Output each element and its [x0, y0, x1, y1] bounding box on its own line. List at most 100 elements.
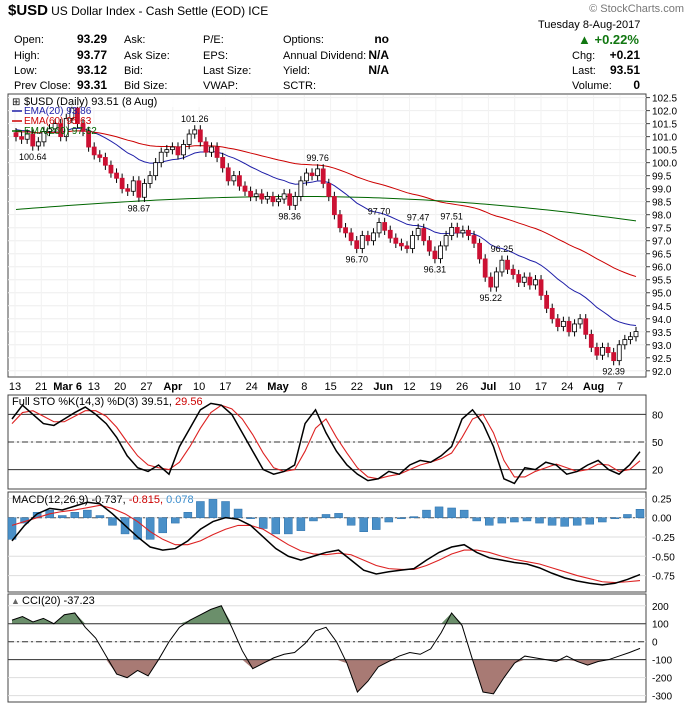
y-tick-label: 96.0 [652, 263, 672, 274]
cci-y-axis: -300 -200 -100 0 100 200 [652, 602, 672, 703]
field-label: Annual Dividend: [283, 50, 367, 62]
candle [466, 229, 471, 236]
candle [399, 242, 404, 247]
candle [320, 168, 326, 184]
candle [376, 222, 382, 234]
field-label: Open: [14, 34, 44, 46]
candle [237, 175, 242, 187]
candle [572, 323, 577, 333]
x-tick-label: 17 [535, 381, 547, 393]
candle [560, 320, 566, 327]
x-tick-label: 10 [509, 381, 521, 393]
field-value: 93.12 [76, 63, 107, 77]
candle [583, 318, 589, 335]
y-tick-label: 101.0 [652, 133, 677, 144]
candle [259, 193, 265, 200]
candle [460, 229, 466, 234]
field-label: Chg: [572, 50, 596, 62]
candle [410, 235, 415, 249]
up-arrow-icon: ▲ [578, 32, 591, 47]
candle [287, 193, 293, 206]
x-tick-label: 22 [351, 381, 363, 393]
x-tick-label: Jun [373, 381, 393, 393]
macd-hist-bar [384, 517, 394, 523]
macd-hist-bar [434, 506, 444, 518]
macd-hist-bar [70, 512, 80, 518]
candle [510, 268, 516, 275]
x-tick-label: 24 [246, 381, 258, 393]
macd-hist-bar [346, 517, 356, 526]
cci-icon: ▲ [11, 596, 20, 606]
candle [270, 196, 276, 203]
macd-hist-bar [321, 514, 331, 518]
y-tick-label: 98.0 [652, 211, 672, 222]
macd-hist-bar [221, 501, 230, 518]
field-value: 93.77 [76, 48, 107, 62]
y-tick-label: 94.0 [652, 315, 672, 326]
candle [616, 344, 622, 362]
macd-signal-line [11, 504, 641, 584]
x-tick-label: 27 [140, 381, 152, 393]
candle [220, 157, 226, 169]
candle [337, 214, 343, 229]
macd-hist-bar [610, 517, 620, 520]
y-tick-label: 95.5 [652, 276, 672, 287]
x-tick-label: 19 [430, 381, 442, 393]
macd-hist-bar [522, 517, 532, 522]
macd-hist-bar [560, 517, 569, 527]
y-tick-label: 100 [652, 620, 669, 631]
candle [108, 164, 114, 174]
candle [19, 136, 24, 140]
price-annotation: 96.70 [345, 255, 368, 265]
candle [304, 172, 309, 182]
y-tick-label: 100.5 [652, 146, 677, 157]
macd-hist-bar [296, 517, 306, 531]
symbol-title: $USD US Dollar Index - Cash Settle (EOD)… [8, 2, 268, 19]
field-label: High: [14, 50, 40, 62]
candle [181, 144, 186, 156]
candle [611, 352, 617, 362]
field-label: Yield: [283, 65, 311, 77]
candle [438, 245, 443, 260]
ema260-line [15, 195, 637, 222]
y-tick-label: 100.0 [652, 159, 677, 170]
sto-d-value: 29.56 [175, 396, 203, 408]
candle [566, 320, 572, 333]
field-label: Options: [283, 34, 324, 46]
macd-hist-bar [171, 517, 180, 524]
macd-hist-bar [183, 512, 193, 518]
date-label: Tuesday 8-Aug-2017 [538, 19, 641, 31]
y-tick-label: 80 [652, 410, 664, 421]
macd-hist-bar [371, 517, 381, 530]
candle [482, 258, 488, 278]
candle [153, 162, 159, 177]
cci-oversold-fill [12, 659, 640, 694]
x-tick-label: Apr [163, 381, 183, 393]
symbol: $USD [8, 2, 49, 19]
x-tick-label: 17 [219, 381, 231, 393]
candle [477, 242, 483, 260]
price-annotations: 100.64 98.67 101.26 98.36 99.76 96.70 97.70 97.… [19, 114, 625, 377]
candle [97, 154, 103, 158]
ohlc-icon: ⊞ [12, 97, 20, 108]
candle [214, 146, 220, 158]
candle [41, 131, 47, 143]
candle [499, 259, 505, 273]
y-tick-label: 97.0 [652, 237, 672, 248]
macd-hist-bar [196, 501, 205, 518]
ema20-label: EMA(20) 93.86 [24, 106, 92, 117]
candle [493, 271, 499, 288]
x-tick-label: 21 [35, 381, 47, 393]
macd-hist-bar [233, 508, 243, 518]
price-candles [13, 103, 639, 366]
candle [600, 346, 605, 356]
price-annotation: 92.39 [602, 367, 625, 377]
candle [544, 294, 550, 309]
x-tick-label: 20 [114, 381, 126, 393]
y-tick-label: 200 [652, 602, 669, 613]
price-annotation: 95.22 [480, 293, 503, 303]
candle [516, 274, 522, 283]
macd-hist-bar [497, 517, 507, 524]
macd-hist-bar [472, 517, 481, 522]
candle [158, 151, 164, 164]
